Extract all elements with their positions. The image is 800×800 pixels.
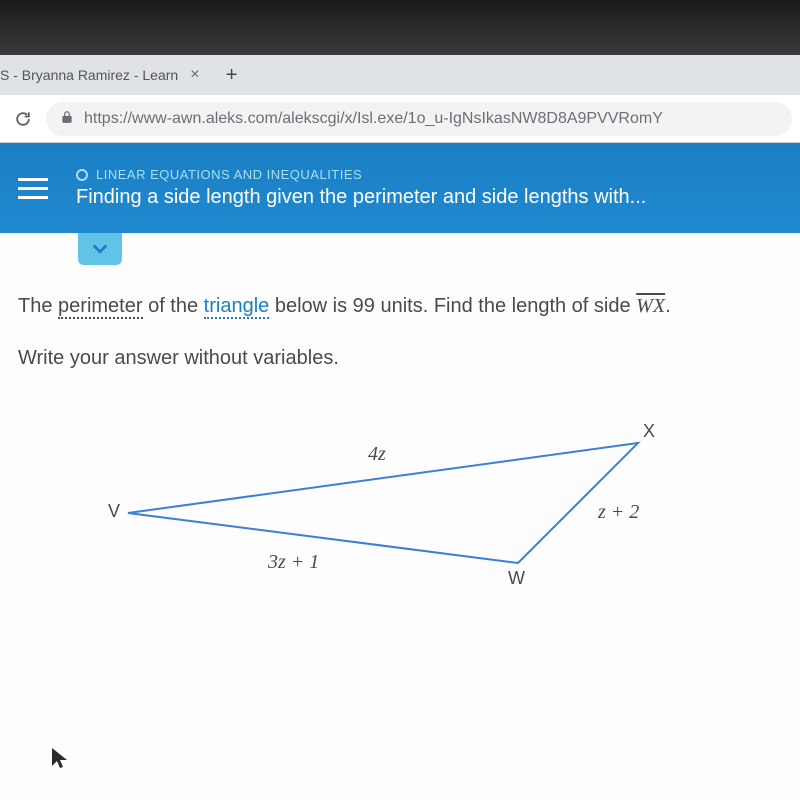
chevron-down-icon (89, 238, 111, 260)
triangle-figure: V W X 4z 3z + 1 z + 2 (108, 403, 708, 633)
sub-header-row (0, 233, 800, 269)
side-wx: z + 2 (598, 501, 639, 524)
header-text-block: LINEAR EQUATIONS AND INEQUALITIES Findin… (76, 167, 646, 209)
term-triangle[interactable]: triangle (204, 295, 270, 319)
segment-wx: WX (636, 295, 665, 317)
url-text: https://www-awn.aleks.com/alekscgi/x/Isl… (84, 110, 663, 128)
url-field[interactable]: https://www-awn.aleks.com/alekscgi/x/Isl… (46, 102, 792, 136)
browser-tab-bar: S - Bryanna Ramirez - Learn × + (0, 55, 800, 95)
menu-icon[interactable] (18, 178, 54, 199)
lesson-header: LINEAR EQUATIONS AND INEQUALITIES Findin… (0, 143, 800, 233)
lock-icon (60, 110, 74, 127)
new-tab-button[interactable]: + (216, 59, 248, 91)
vertex-w: W (508, 568, 525, 589)
vertex-v: V (108, 501, 120, 522)
address-bar: https://www-awn.aleks.com/alekscgi/x/Isl… (0, 95, 800, 143)
category-label: LINEAR EQUATIONS AND INEQUALITIES (96, 167, 362, 182)
category-dot-icon (76, 169, 88, 181)
lesson-title: Finding a side length given the perimete… (76, 186, 646, 209)
side-vw: 3z + 1 (268, 551, 319, 574)
reload-icon (13, 109, 33, 129)
category-row: LINEAR EQUATIONS AND INEQUALITIES (76, 167, 646, 182)
question-instruction: Write your answer without variables. (18, 343, 782, 373)
window-frame-top (0, 0, 800, 55)
term-perimeter[interactable]: perimeter (58, 295, 142, 319)
vertex-x: X (643, 421, 655, 442)
dropdown-tab[interactable] (78, 233, 122, 265)
reload-button[interactable] (8, 104, 38, 134)
cursor-icon (50, 746, 70, 770)
question-line-1: The perimeter of the triangle below is 9… (18, 291, 782, 321)
question-content: The perimeter of the triangle below is 9… (0, 269, 800, 800)
side-vx: 4z (368, 443, 386, 466)
close-tab-icon[interactable]: × (190, 66, 199, 84)
tab-title: S - Bryanna Ramirez - Learn (0, 67, 178, 83)
browser-tab[interactable]: S - Bryanna Ramirez - Learn × (0, 55, 210, 95)
